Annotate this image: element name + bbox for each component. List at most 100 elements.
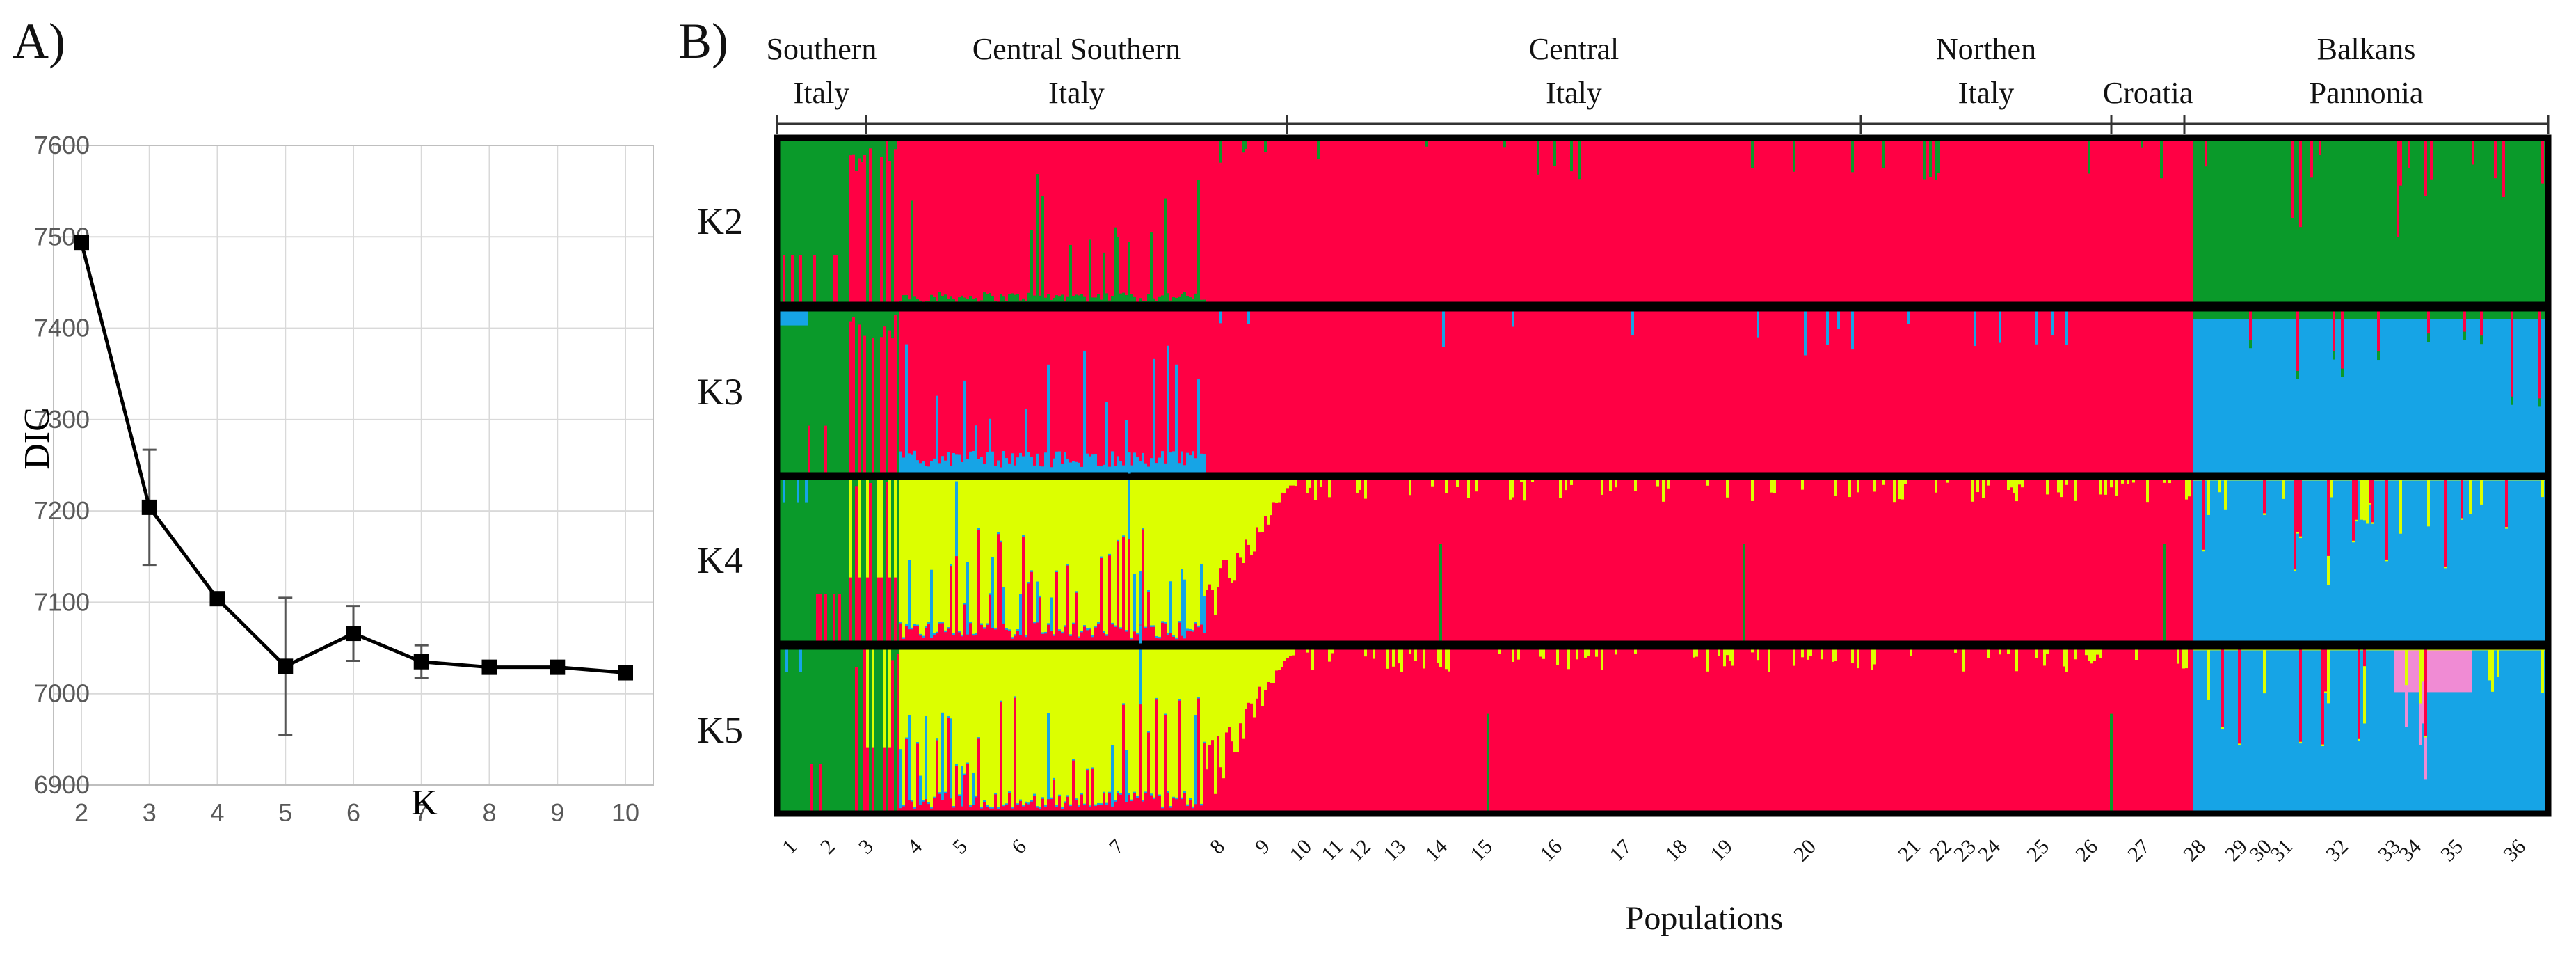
- cluster-segment-red: [2043, 309, 2047, 476]
- cluster-segment-red: [1437, 139, 1440, 306]
- cluster-segment-blue: [2377, 480, 2381, 644]
- cluster-segment-red: [1706, 485, 1710, 644]
- cluster-segment-red: [2051, 334, 2055, 476]
- cluster-segment-yellow: [927, 477, 931, 622]
- cluster-segment-yellow: [1206, 647, 1209, 770]
- cluster-segment-blue: [919, 633, 922, 636]
- cluster-segment-red: [1245, 539, 1248, 644]
- cluster-segment-red: [2291, 138, 2294, 218]
- cluster-segment-red: [1164, 138, 1167, 199]
- cluster-segment-red: [1943, 139, 1946, 306]
- cluster-segment-green: [2444, 310, 2447, 319]
- cluster-segment-green: [2252, 310, 2255, 319]
- cluster-segment-red: [1534, 648, 1537, 814]
- cluster-segment-blue: [2333, 358, 2336, 476]
- cluster-segment-yellow: [1292, 477, 1295, 486]
- cluster-segment-red: [1968, 309, 1971, 476]
- cluster-segment-red: [1281, 139, 1284, 306]
- cluster-segment-green: [2338, 310, 2342, 319]
- cluster-segment-blue: [2282, 498, 2286, 644]
- cluster-segment-red: [1512, 496, 1515, 644]
- cluster-segment-red: [1242, 738, 1245, 814]
- cluster-segment-red: [1108, 138, 1112, 301]
- cluster-segment-yellow: [983, 647, 986, 800]
- cluster-segment-green: [2221, 310, 2225, 319]
- cluster-segment-yellow: [950, 477, 953, 564]
- cluster-segment-green: [808, 477, 811, 644]
- cluster-segment-green: [883, 477, 886, 644]
- cluster-segment-red: [1295, 139, 1298, 306]
- cluster-segment-red: [2099, 309, 2102, 476]
- cluster-segment-green: [833, 647, 836, 814]
- cluster-segment-yellow: [2188, 477, 2191, 497]
- cluster-segment-green: [810, 477, 814, 644]
- cluster-segment-green: [2199, 139, 2202, 306]
- cluster-segment-red: [899, 623, 903, 644]
- cluster-segment-blue: [1047, 622, 1050, 625]
- cluster-segment-blue: [780, 308, 783, 326]
- cluster-segment-red: [1843, 139, 1846, 306]
- cluster-segment-red: [1297, 648, 1301, 814]
- cluster-segment-red: [919, 804, 922, 814]
- cluster-segment-blue: [2474, 480, 2478, 644]
- cluster-segment-blue: [1158, 636, 1162, 639]
- cluster-segment-red: [1904, 484, 1907, 644]
- cluster-segment-red: [1990, 309, 1994, 476]
- cluster-segment-green: [2380, 139, 2383, 306]
- cluster-segment-blue: [1005, 627, 1009, 630]
- cluster-segment-red: [925, 798, 928, 814]
- cluster-segment-red: [2077, 478, 2080, 644]
- cluster-segment-blue: [1194, 621, 1198, 624]
- cluster-segment-red: [1206, 590, 1209, 644]
- cluster-segment-blue: [1005, 457, 1009, 476]
- cluster-segment-yellow: [1523, 477, 1526, 501]
- cluster-segment-blue: [2541, 318, 2545, 476]
- cluster-segment-red: [1615, 139, 1618, 306]
- cluster-segment-red: [2157, 478, 2161, 644]
- cluster-segment-red: [916, 626, 920, 644]
- cluster-segment-blue: [1197, 379, 1201, 476]
- cluster-segment-red: [1239, 557, 1242, 644]
- cluster-segment-blue: [1150, 624, 1153, 627]
- cluster-segment-red: [1392, 309, 1395, 476]
- y-tick-label: 7000: [34, 679, 90, 708]
- cluster-segment-blue: [2249, 480, 2253, 644]
- cluster-segment-yellow: [1751, 477, 1754, 501]
- cluster-segment-red: [2038, 309, 2041, 476]
- cluster-segment-green: [2255, 139, 2258, 306]
- cluster-segment-red: [1395, 139, 1398, 306]
- cluster-segment-blue: [1974, 308, 1977, 347]
- cluster-segment-blue: [1164, 463, 1167, 476]
- cluster-segment-red: [1091, 768, 1095, 814]
- cluster-segment-blue: [966, 562, 970, 635]
- cluster-segment-yellow: [966, 477, 970, 562]
- cluster-segment-green: [2202, 310, 2205, 319]
- cluster-segment-green: [2232, 310, 2236, 319]
- cluster-segment-green: [794, 647, 797, 814]
- cluster-segment-red: [1236, 751, 1240, 814]
- cluster-segment-red: [1595, 656, 1599, 814]
- cluster-segment-blue: [1153, 624, 1156, 627]
- cluster-segment-green: [866, 308, 870, 476]
- cluster-segment-yellow: [1364, 477, 1368, 499]
- cluster-segment-red: [1069, 138, 1073, 245]
- cluster-segment-green: [783, 502, 786, 644]
- cluster-segment-yellow: [1016, 477, 1020, 630]
- cluster-segment-red: [1000, 138, 1003, 294]
- cluster-segment-blue: [2363, 519, 2367, 644]
- cluster-segment-green: [2271, 139, 2275, 306]
- cluster-segment-red: [1871, 478, 1874, 644]
- cluster-segment-yellow: [1456, 477, 1459, 487]
- cluster-segment-blue: [961, 766, 964, 807]
- cluster-segment-red: [2113, 478, 2116, 644]
- cluster-segment-green: [2441, 310, 2445, 319]
- cluster-segment-red: [1005, 138, 1009, 301]
- cluster-segment-green: [1053, 297, 1056, 306]
- cluster-segment-blue: [1122, 702, 1126, 705]
- cluster-segment-green: [2491, 139, 2495, 306]
- cluster-segment-blue: [952, 805, 956, 808]
- cluster-segment-yellow: [1086, 647, 1089, 769]
- cluster-segment-red: [1089, 628, 1092, 644]
- cluster-segment-red: [1328, 496, 1331, 644]
- cluster-segment-green: [969, 295, 973, 306]
